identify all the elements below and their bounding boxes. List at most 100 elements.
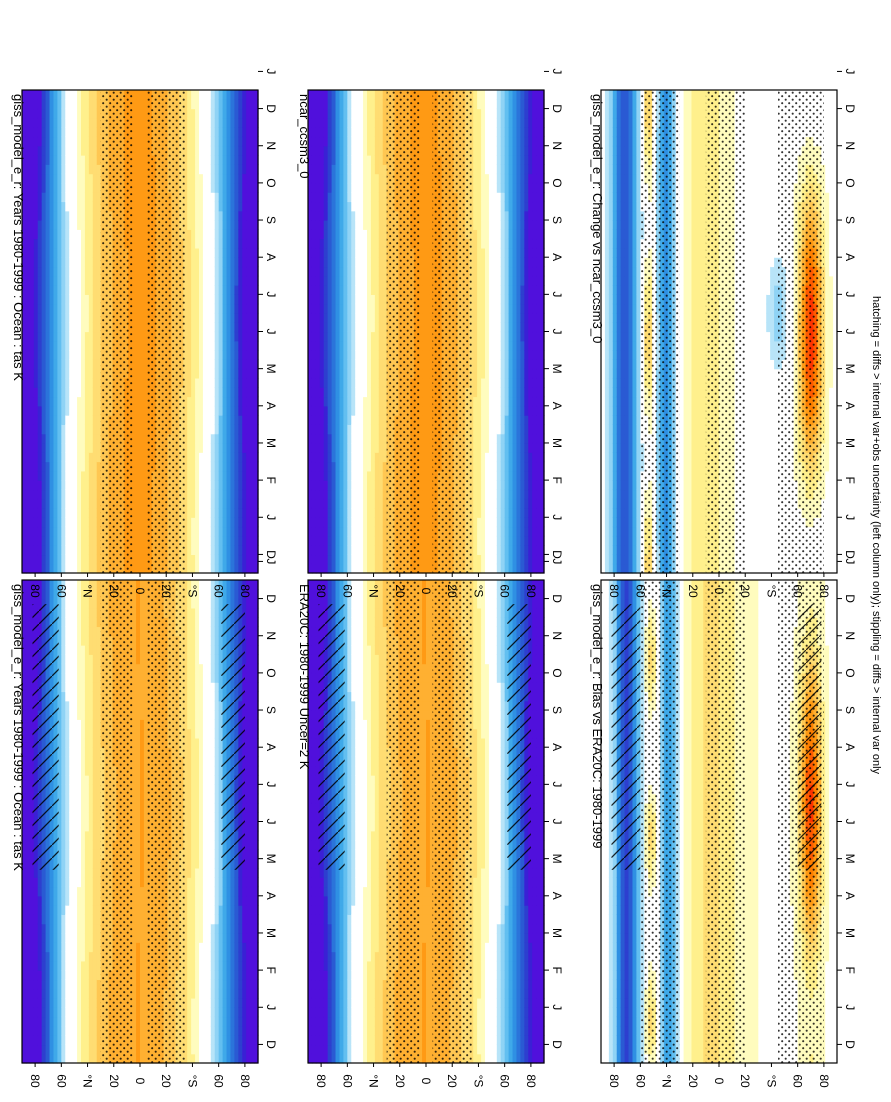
month-tick-label: F: [264, 966, 278, 973]
field-cell: [73, 322, 78, 333]
field-cell: [191, 793, 196, 804]
field-cell: [242, 914, 247, 925]
field-cell: [136, 951, 141, 962]
field-cell: [37, 489, 43, 500]
field-cell: [96, 247, 102, 258]
field-cell: [41, 877, 47, 888]
field-cell: [57, 719, 62, 730]
field-cell: [77, 672, 82, 683]
field-cell: [92, 173, 98, 184]
field-cell: [202, 858, 208, 869]
field-cell: [22, 737, 27, 748]
field-cell: [33, 312, 39, 323]
field-cell: [88, 136, 94, 147]
field-cell: [92, 507, 98, 518]
field-cell: [136, 710, 141, 720]
field-cell: [81, 672, 86, 683]
field-cell: [22, 424, 27, 435]
field-cell: [53, 1044, 58, 1055]
field-cell: [226, 951, 232, 962]
field-cell: [191, 1016, 196, 1027]
field-cell: [49, 932, 55, 943]
field-cell: [33, 1007, 39, 1018]
field-cell: [84, 155, 90, 165]
field-cell: [81, 970, 86, 981]
field-cell: [69, 498, 74, 509]
field-cell: [218, 607, 224, 618]
field-cell: [77, 607, 82, 618]
field-cell: [242, 1044, 247, 1055]
field-cell: [69, 359, 74, 370]
field-cell: [218, 970, 224, 981]
field-cell: [37, 895, 43, 906]
field-cell: [37, 979, 43, 990]
field-cell: [96, 747, 102, 758]
field-cell: [25, 923, 31, 934]
field-cell: [88, 607, 94, 618]
field-cell: [191, 1044, 196, 1055]
field-cell: [132, 802, 137, 813]
field-cell: [37, 589, 43, 600]
field-cell: [73, 988, 78, 999]
field-cell: [33, 433, 39, 444]
field-cell: [73, 654, 78, 665]
field-cell: [143, 867, 149, 878]
field-cell: [29, 507, 35, 518]
field-cell: [210, 700, 216, 711]
field-cell: [226, 914, 232, 925]
field-cell: [65, 682, 70, 693]
field-cell: [53, 377, 58, 388]
field-cell: [73, 117, 78, 128]
field-cell: [57, 452, 62, 463]
field-cell: [53, 895, 58, 906]
field-cell: [230, 905, 235, 915]
field-cell: [69, 1007, 74, 1018]
field-cell: [132, 737, 137, 748]
field-cell: [53, 322, 58, 333]
field-cell: [132, 719, 137, 730]
field-cell: [61, 672, 66, 683]
field-cell: [81, 942, 86, 953]
field-cell: [61, 117, 66, 128]
field-cell: [191, 710, 196, 720]
field-cell: [69, 90, 74, 100]
field-cell: [136, 635, 141, 646]
field-cell: [84, 784, 90, 795]
field-cell: [84, 756, 90, 767]
field-cell: [73, 1016, 78, 1027]
field-cell: [202, 710, 208, 720]
field-cell: [77, 396, 82, 407]
field-cell: [25, 682, 31, 693]
field-cell: [250, 617, 255, 628]
field-cell: [29, 275, 35, 286]
field-cell: [238, 1035, 243, 1046]
field-cell: [57, 340, 62, 351]
field-cell: [96, 923, 102, 934]
field-cell: [25, 201, 31, 212]
field-cell: [37, 424, 43, 435]
field-cell: [96, 1007, 102, 1018]
field-cell: [88, 90, 94, 100]
field-cell: [218, 580, 224, 590]
field-cell: [69, 461, 74, 472]
field-cell: [25, 526, 31, 537]
field-cell: [143, 858, 149, 869]
field-cell: [61, 535, 66, 546]
field-cell: [132, 312, 137, 323]
field-cell: [234, 589, 239, 600]
field-cell: [49, 99, 55, 110]
field-cell: [92, 719, 98, 730]
field-cell: [143, 728, 149, 739]
field-cell: [136, 645, 141, 655]
field-cell: [96, 452, 102, 463]
field-cell: [132, 387, 137, 398]
field-cell: [69, 858, 74, 869]
field-cell: [210, 886, 216, 897]
field-cell: [84, 626, 90, 637]
field-cell: [65, 672, 70, 683]
field-cell: [77, 580, 82, 590]
field-cell: [210, 1035, 216, 1046]
field-cell: [33, 470, 39, 481]
field-cell: [33, 257, 39, 268]
field-cell: [81, 728, 86, 739]
